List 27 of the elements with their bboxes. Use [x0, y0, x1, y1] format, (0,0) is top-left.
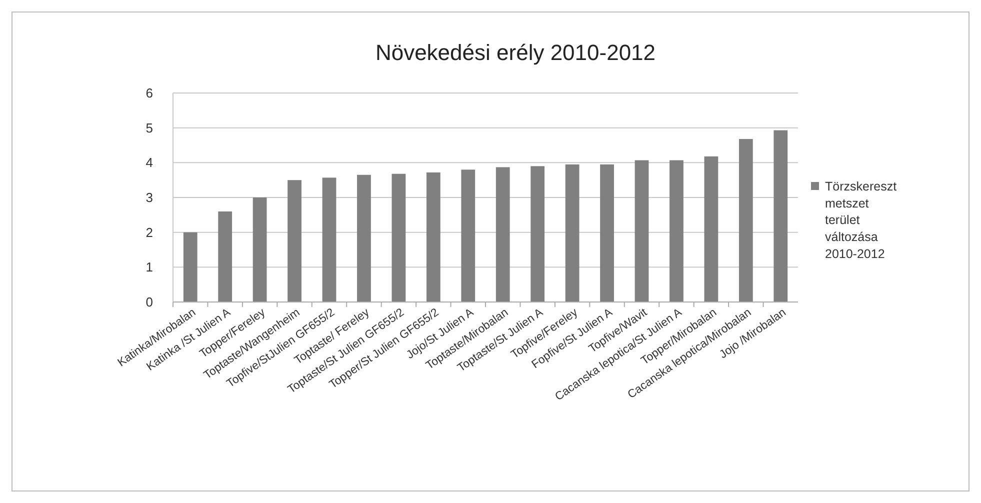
y-tick-label: 3 [146, 190, 153, 206]
legend-label: Törzskereszt metszet terület változása 2010-2012 [825, 179, 898, 261]
bar [634, 160, 649, 302]
y-tick-label: 2 [146, 224, 153, 240]
bar [183, 232, 198, 302]
bar [600, 164, 614, 302]
y-tick-label: 4 [146, 155, 153, 170]
y-tick-label: 1 [146, 260, 153, 275]
bar [704, 156, 718, 302]
bar [322, 178, 336, 302]
bar [218, 211, 232, 302]
bar [392, 174, 406, 302]
bar [461, 170, 476, 302]
chart-title: Növekedési erély 2010-2012 [375, 40, 656, 65]
bar [670, 160, 684, 302]
bar [288, 180, 302, 302]
bar [774, 130, 788, 302]
bar [252, 198, 267, 302]
bar [565, 164, 580, 302]
bar [496, 167, 510, 302]
y-tick-label: 6 [146, 86, 153, 101]
bar [357, 174, 371, 302]
bar [738, 138, 753, 302]
bar [530, 166, 545, 302]
y-tick-label: 5 [146, 120, 153, 136]
y-tick-label: 0 [146, 294, 153, 310]
bar [426, 172, 440, 302]
